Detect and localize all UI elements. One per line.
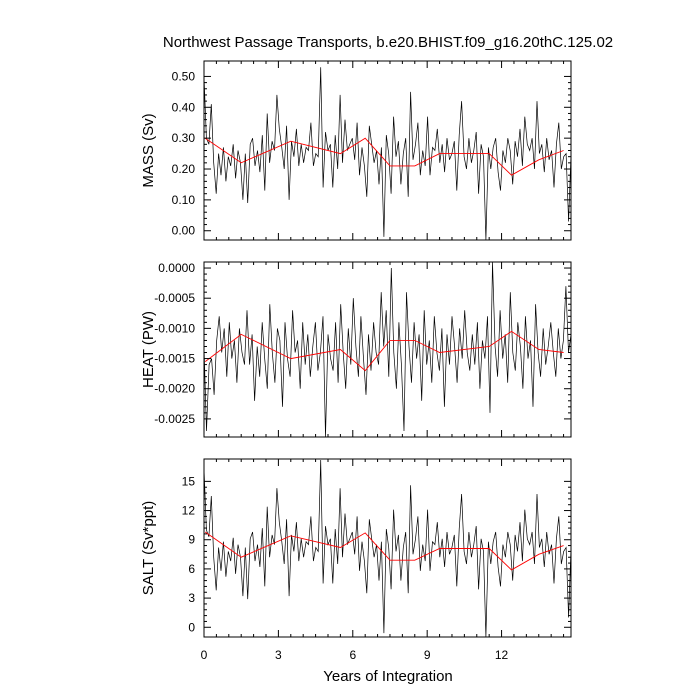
mass-ytick-label: 0.20 bbox=[172, 162, 196, 176]
mass-y-axis-label: MASS (Sv) bbox=[140, 113, 157, 187]
heat-ytick-label: -0.0025 bbox=[154, 412, 195, 426]
salt-xtick-label: 9 bbox=[424, 648, 431, 662]
mass-ytick-label: 0.10 bbox=[172, 193, 196, 207]
salt-ytick-label: 12 bbox=[182, 504, 196, 518]
salt-ytick-label: 3 bbox=[188, 591, 195, 605]
heat-y-axis-label: HEAT (PW) bbox=[140, 311, 157, 388]
panel-heat: 0.0000 -0.0005 -0.0010 -0.0015 -0.0020 -0.002… bbox=[140, 261, 572, 438]
heat-axes-frame bbox=[203, 261, 572, 438]
salt-xtick-label: 12 bbox=[495, 648, 509, 662]
heat-ytick-label: -0.0010 bbox=[154, 321, 195, 335]
mass-ytick-label: 0.00 bbox=[172, 224, 196, 238]
mass-smoothed-line bbox=[204, 137, 564, 176]
heat-ytick-label: -0.0020 bbox=[154, 382, 195, 396]
x-axis-label: Years of Integration bbox=[323, 668, 453, 685]
mass-series-line bbox=[203, 67, 572, 241]
salt-ytick-label: 15 bbox=[182, 474, 196, 488]
figure-title: Northwest Passage Transports, b.e20.BHIS… bbox=[163, 34, 613, 51]
salt-smoothed-line bbox=[204, 531, 564, 571]
salt-series-line bbox=[203, 459, 572, 638]
heat-ytick-label: -0.0005 bbox=[154, 291, 195, 305]
heat-ytick-label: -0.0015 bbox=[154, 352, 195, 366]
salt-y-axis-label: SALT (Sv*ppt) bbox=[140, 501, 157, 595]
mass-ytick-label: 0.50 bbox=[172, 69, 196, 83]
salt-ytick-label: 6 bbox=[188, 562, 195, 576]
mass-ytick-label: 0.40 bbox=[172, 100, 196, 114]
heat-smoothed-line bbox=[204, 330, 564, 372]
salt-xtick-label: 3 bbox=[275, 648, 282, 662]
salt-ytick-label: 9 bbox=[188, 533, 195, 547]
panels: 0.00 0.10 0.20 0.30 0.40 0.50 MASS (Sv) 0.0000 -… bbox=[140, 60, 572, 662]
panel-salt: 0 3 6 9 12 15 0 3 6 9 12 SALT (Sv*ppt) bbox=[140, 458, 572, 662]
mass-ytick-label: 0.30 bbox=[172, 131, 196, 145]
salt-axes-frame bbox=[203, 458, 572, 638]
salt-ytick-label: 0 bbox=[188, 620, 195, 634]
salt-xtick-label: 6 bbox=[349, 648, 356, 662]
heat-ytick-label: 0.0000 bbox=[158, 261, 195, 275]
salt-xtick-label: 0 bbox=[201, 648, 208, 662]
panel-mass: 0.00 0.10 0.20 0.30 0.40 0.50 MASS (Sv) bbox=[140, 60, 572, 241]
